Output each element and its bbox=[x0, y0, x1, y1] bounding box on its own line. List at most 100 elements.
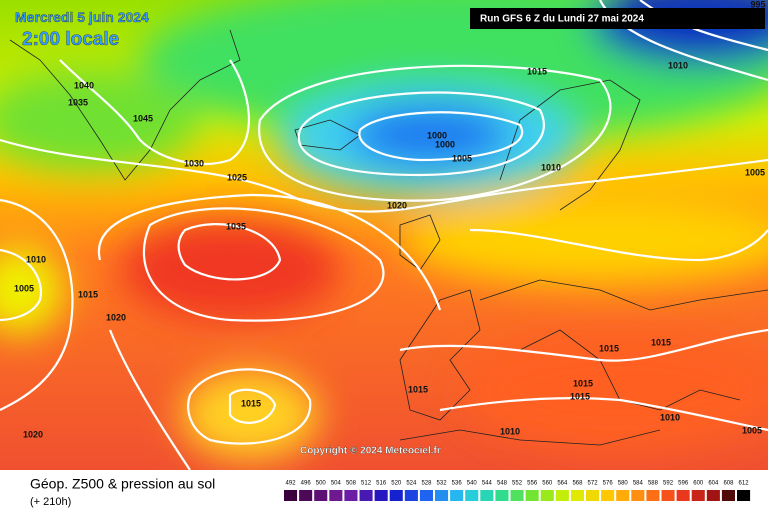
scale-label: 596 bbox=[678, 481, 689, 487]
run-info: Run GFS 6 Z du Lundi 27 mai 2024 bbox=[480, 14, 644, 25]
isobar-label: 1005 bbox=[742, 425, 762, 435]
scale-label: 508 bbox=[346, 481, 357, 487]
isobar-label: 1030 bbox=[184, 158, 204, 168]
isobar-label: 1005 bbox=[452, 153, 472, 163]
scale-label: 524 bbox=[406, 481, 417, 487]
isobar-label: 1015 bbox=[599, 343, 619, 353]
scale-label: 496 bbox=[301, 481, 312, 487]
scale-swatch bbox=[374, 490, 388, 501]
scale-swatch bbox=[329, 490, 343, 501]
scale-swatch bbox=[540, 490, 554, 501]
isobar-label: 1015 bbox=[78, 289, 98, 299]
isobar-label: 1000 bbox=[427, 130, 447, 140]
scale-label: 544 bbox=[482, 481, 493, 487]
field bbox=[0, 0, 768, 470]
scale-label: 512 bbox=[361, 481, 372, 487]
legend-subtitle: (+ 210h) bbox=[30, 496, 71, 508]
scale-swatch bbox=[344, 490, 358, 501]
isobar-label: 1010 bbox=[668, 60, 688, 70]
scale-swatch bbox=[419, 490, 433, 501]
forecast-date: Mercredi 5 juin 2024 bbox=[15, 9, 149, 25]
scale-swatch bbox=[721, 490, 735, 501]
scale-swatch bbox=[495, 490, 509, 501]
legend-title: Géop. Z500 & pression au sol bbox=[30, 476, 215, 492]
isobar-label: 1015 bbox=[573, 378, 593, 388]
isobar-label: 1015 bbox=[408, 384, 428, 394]
isobar-label: 1035 bbox=[68, 97, 88, 107]
scale-swatch bbox=[586, 490, 600, 501]
scale-swatch bbox=[465, 490, 479, 501]
scale-swatch bbox=[389, 490, 403, 501]
scale-label: 572 bbox=[588, 481, 599, 487]
isobar-label: 1015 bbox=[570, 391, 590, 401]
scale-label: 592 bbox=[663, 481, 674, 487]
scale-swatch bbox=[480, 490, 494, 501]
isobar-label: 1010 bbox=[660, 412, 680, 422]
scale-swatch bbox=[631, 490, 645, 501]
isobar-label: 1025 bbox=[227, 172, 247, 182]
isobar-label: 1020 bbox=[23, 429, 43, 439]
isobar-label: 1015 bbox=[651, 337, 671, 347]
scale-swatch bbox=[706, 490, 720, 501]
scale-swatch bbox=[299, 490, 313, 501]
scale-label: 584 bbox=[633, 481, 644, 487]
scale-swatch bbox=[601, 490, 615, 501]
scale-swatch bbox=[676, 490, 690, 501]
scale-label: 568 bbox=[572, 481, 583, 487]
isobar-label: 1010 bbox=[541, 162, 561, 172]
scale-swatch bbox=[510, 490, 524, 501]
scale-swatch bbox=[359, 490, 373, 501]
isobar-label: 1005 bbox=[14, 283, 34, 293]
scale-swatch bbox=[691, 490, 705, 501]
copyright: Copyright © 2024 Meteociel.fr bbox=[300, 446, 441, 457]
scale-swatch bbox=[555, 490, 569, 501]
scale-label: 492 bbox=[286, 481, 297, 487]
scale-label: 588 bbox=[648, 481, 659, 487]
scale-label: 580 bbox=[618, 481, 629, 487]
scale-label: 608 bbox=[723, 481, 734, 487]
scale-label: 552 bbox=[512, 481, 523, 487]
scale-swatch bbox=[525, 490, 539, 501]
scale-label: 564 bbox=[557, 481, 568, 487]
isobar-label: 1035 bbox=[226, 221, 246, 231]
scale-swatch bbox=[616, 490, 630, 501]
scale-swatch bbox=[570, 490, 584, 501]
forecast-time: 2:00 locale bbox=[22, 29, 119, 50]
isobar-label: 1020 bbox=[387, 200, 407, 210]
scale-label: 540 bbox=[467, 481, 478, 487]
scale-swatch bbox=[450, 490, 464, 501]
scale-swatch bbox=[314, 490, 328, 501]
scale-label: 604 bbox=[708, 481, 719, 487]
scale-swatch bbox=[646, 490, 660, 501]
scale-label: 532 bbox=[437, 481, 448, 487]
isobar-label: 1045 bbox=[133, 113, 153, 123]
isobar-label: 1005 bbox=[745, 167, 765, 177]
scale-swatch bbox=[737, 490, 751, 501]
scale-label: 520 bbox=[391, 481, 402, 487]
scale-label: 560 bbox=[542, 481, 553, 487]
scale-label: 528 bbox=[421, 481, 432, 487]
scale-swatch bbox=[435, 490, 449, 501]
isobar-label: 1010 bbox=[500, 426, 520, 436]
scale-swatch bbox=[404, 490, 418, 501]
isobar-label: 1040 bbox=[74, 80, 94, 90]
scale-swatch bbox=[661, 490, 675, 501]
scale-label: 556 bbox=[527, 481, 538, 487]
scale-label: 504 bbox=[331, 481, 342, 487]
isobar-label: 1020 bbox=[106, 312, 126, 322]
scale-label: 536 bbox=[452, 481, 463, 487]
isobar-label: 1015 bbox=[241, 398, 261, 408]
scale-swatch bbox=[284, 490, 298, 501]
scale-label: 612 bbox=[739, 481, 750, 487]
scale-label: 600 bbox=[693, 481, 704, 487]
scale-label: 516 bbox=[376, 481, 387, 487]
color-scale: 492 496 500 504 508 512 516 520 524 528 532 536 540 5… bbox=[284, 481, 751, 501]
run-box bbox=[470, 8, 765, 29]
isobar-label: 1010 bbox=[26, 254, 46, 264]
isobar-label: 1000 bbox=[435, 139, 455, 149]
scale-label: 576 bbox=[603, 481, 614, 487]
scale-label: 500 bbox=[316, 481, 327, 487]
scale-label: 548 bbox=[497, 481, 508, 487]
